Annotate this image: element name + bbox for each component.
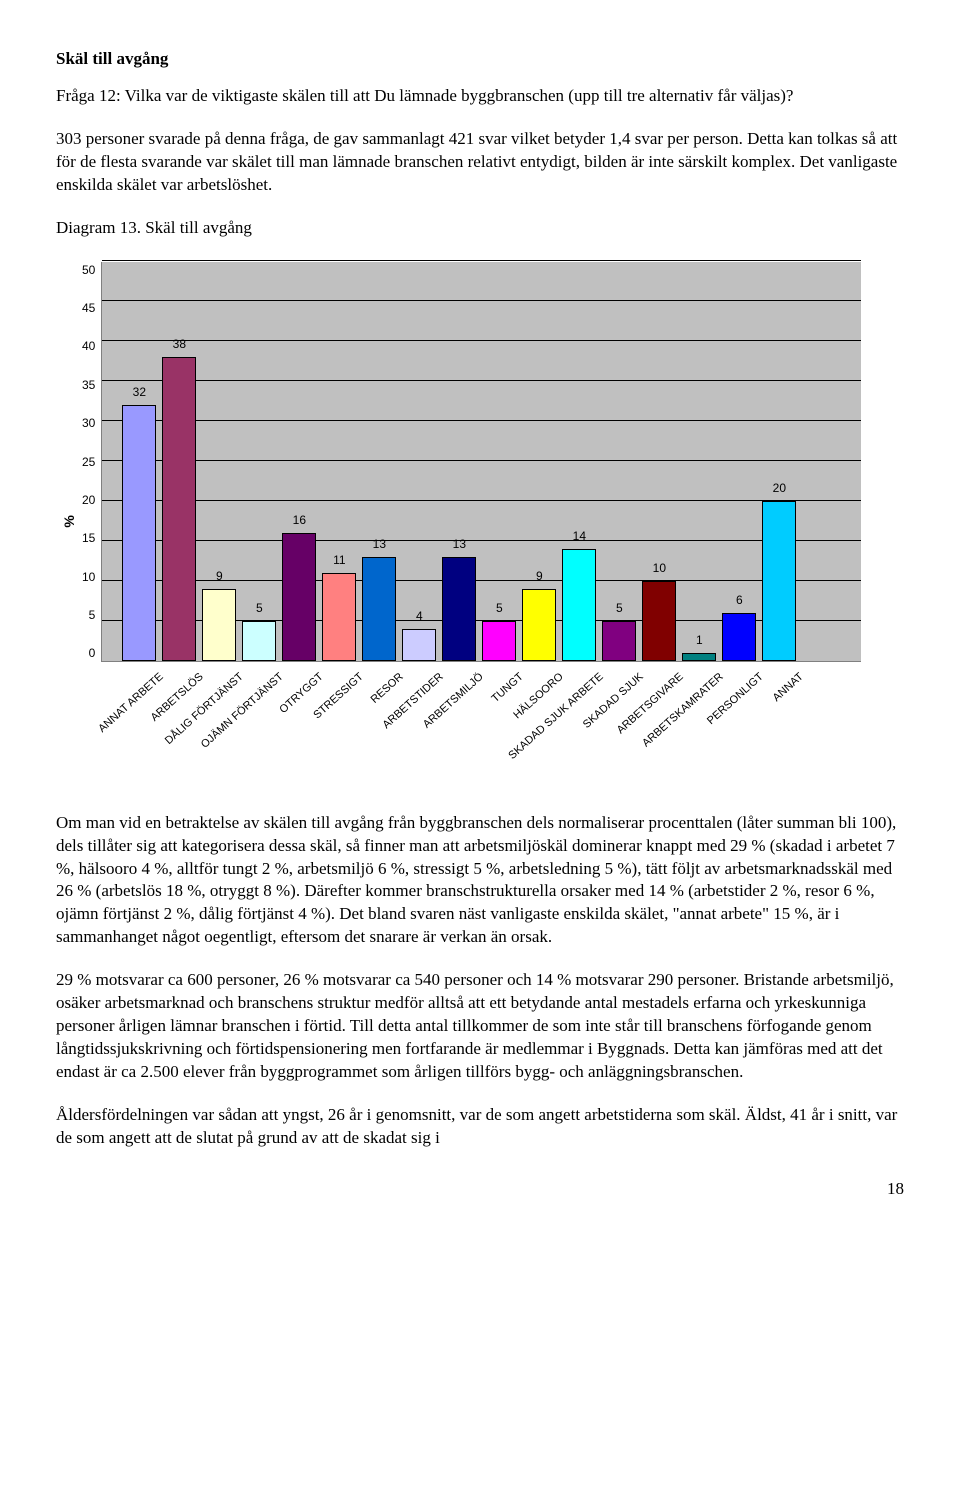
y-axis-ticks: 50454035302520151050 [82, 262, 101, 662]
bar-value-label: 5 [599, 600, 639, 616]
gridline [102, 260, 861, 261]
y-tick: 20 [82, 492, 95, 508]
chart-bar [202, 589, 236, 661]
gridline [102, 300, 861, 301]
chart-plot-area: 32389516111341359145101620 [101, 262, 861, 662]
y-tick: 40 [82, 338, 95, 354]
bar-value-label: 5 [239, 600, 279, 616]
gridline [102, 420, 861, 421]
chart-bar [282, 533, 316, 661]
y-tick: 10 [82, 569, 95, 585]
bar-value-label: 16 [279, 512, 319, 528]
bar-value-label: 10 [639, 560, 679, 576]
diagram-caption: Diagram 13. Skäl till avgång [56, 217, 904, 240]
bar-value-label: 1 [679, 632, 719, 648]
chart-bar [242, 621, 276, 661]
chart-bar [442, 557, 476, 661]
bar-value-label: 14 [559, 528, 599, 544]
chart-bar [402, 629, 436, 661]
chart-bar [522, 589, 556, 661]
page-number: 18 [56, 1178, 904, 1201]
x-tick-label: ANNAT [770, 670, 807, 705]
bar-value-label: 13 [359, 536, 399, 552]
y-tick: 35 [82, 377, 95, 393]
chart-bar [722, 613, 756, 661]
question-text: Fråga 12: Vilka var de viktigaste skälen… [56, 85, 904, 108]
chart-bar [642, 581, 676, 661]
x-tick-label: ANNAT ARBETE [96, 670, 167, 736]
bar-value-label: 13 [439, 536, 479, 552]
chart-bar [602, 621, 636, 661]
bar-value-label: 38 [159, 336, 199, 352]
gridline [102, 500, 861, 501]
x-axis-labels: ANNAT ARBETEARBETSLÖSDÅLIG FÖRTJÄNSTOJÄM… [114, 662, 874, 782]
gridline [102, 540, 861, 541]
chart-bar [162, 357, 196, 661]
y-tick: 45 [82, 300, 95, 316]
body-paragraph-3: Åldersfördelningen var sådan att yngst, … [56, 1104, 904, 1150]
bar-value-label: 11 [319, 552, 359, 568]
bar-chart: % 50454035302520151050 32389516111341359… [56, 262, 904, 782]
chart-bar [322, 573, 356, 661]
bar-value-label: 9 [199, 568, 239, 584]
intro-paragraph: 303 personer svarade på denna fråga, de … [56, 128, 904, 197]
chart-bar [562, 549, 596, 661]
bar-value-label: 4 [399, 608, 439, 624]
y-tick: 50 [82, 262, 95, 278]
y-tick: 15 [82, 530, 95, 546]
y-axis-label: % [56, 262, 82, 782]
section-heading: Skäl till avgång [56, 48, 904, 71]
chart-bar [682, 653, 716, 661]
body-paragraph-1: Om man vid en betraktelse av skälen till… [56, 812, 904, 950]
y-tick: 0 [89, 645, 96, 661]
body-paragraph-2: 29 % motsvarar ca 600 personer, 26 % mot… [56, 969, 904, 1084]
y-tick: 30 [82, 415, 95, 431]
bar-value-label: 6 [719, 592, 759, 608]
y-tick: 5 [89, 607, 96, 623]
gridline [102, 340, 861, 341]
chart-bar [122, 405, 156, 661]
chart-bar [362, 557, 396, 661]
chart-bar [482, 621, 516, 661]
bar-value-label: 32 [119, 384, 159, 400]
chart-bar [762, 501, 796, 661]
bar-value-label: 9 [519, 568, 559, 584]
bar-value-label: 20 [759, 480, 799, 496]
gridline [102, 460, 861, 461]
gridline [102, 380, 861, 381]
bar-value-label: 5 [479, 600, 519, 616]
y-tick: 25 [82, 454, 95, 470]
